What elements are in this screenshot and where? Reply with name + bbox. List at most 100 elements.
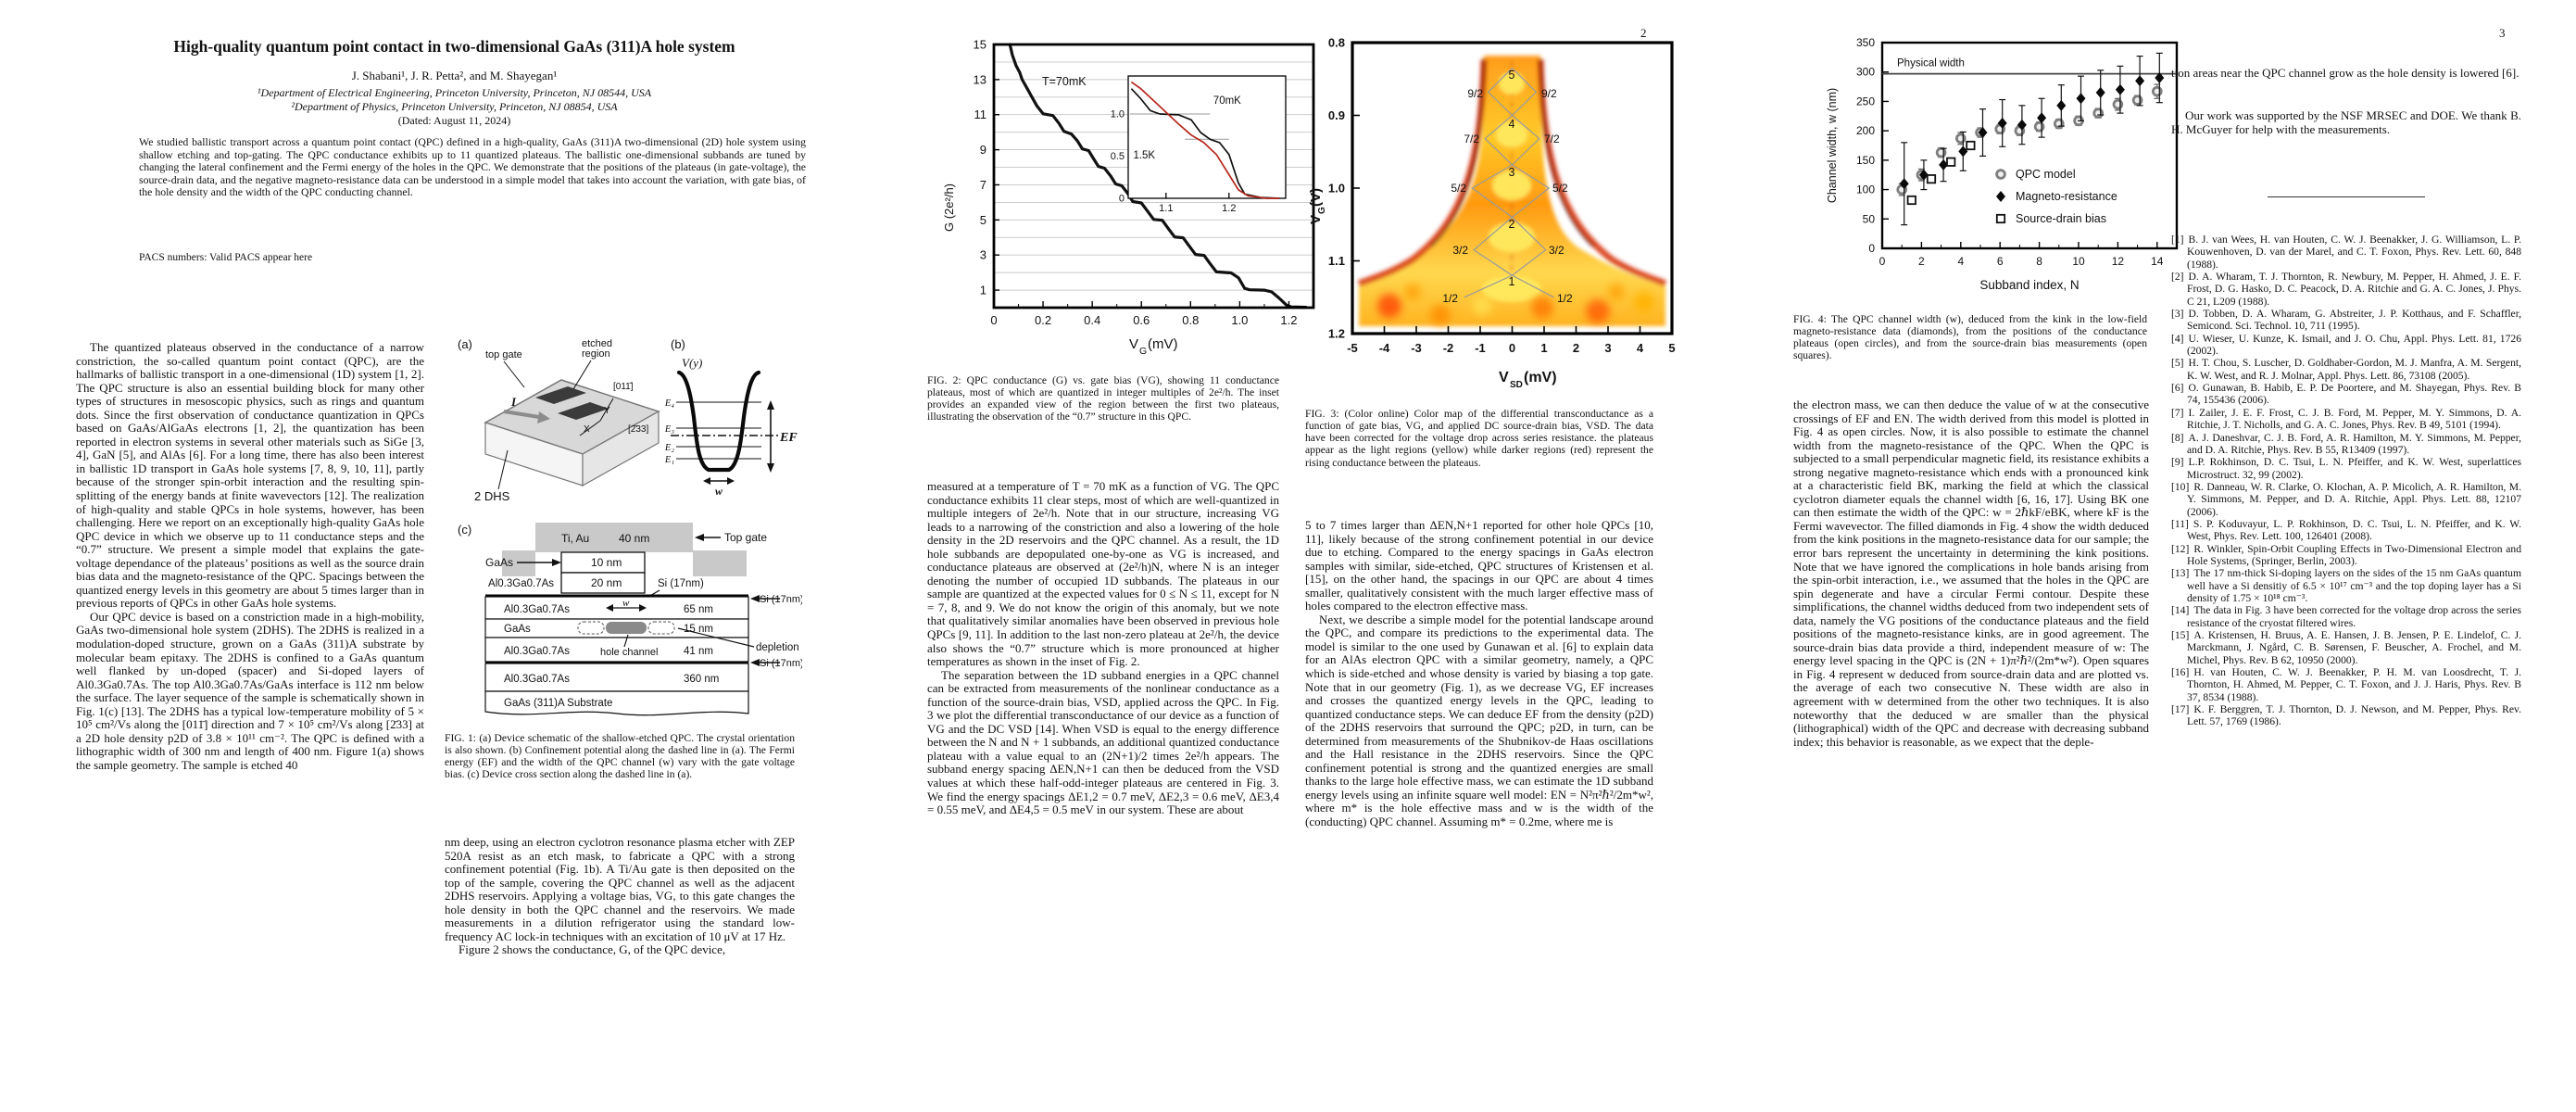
p1-column-1: The quantized plateaus observed in the c… bbox=[76, 341, 424, 1082]
fig4-y-tick-label: 300 bbox=[1856, 66, 1875, 79]
fig1-depletion-label: depletion bbox=[756, 642, 799, 653]
fig1-crystal-dir-2: [2̄33] bbox=[628, 424, 648, 435]
reference-item: [12] R. Winkler, Spin-Orbit Coupling Effe… bbox=[2171, 543, 2521, 568]
fig1-layer2-material: GaAs bbox=[504, 624, 531, 635]
fig3-x-label-main: V bbox=[1499, 370, 1509, 385]
fig3-half-label-92-right: 9/2 bbox=[1541, 87, 1557, 100]
p1c2-paragraph-2: Figure 2 shows the conductance, G, of th… bbox=[459, 942, 726, 957]
fig4-magneto-resistance-point bbox=[2056, 99, 2067, 111]
affiliation-1: ¹Department of Electrical Engineering, P… bbox=[257, 86, 652, 99]
page-3-number: 3 bbox=[2499, 26, 2506, 40]
fig1-ef-arrowhead-down bbox=[767, 463, 774, 473]
fig2-inset-label-15k: 1.5K bbox=[1133, 150, 1155, 161]
fig4-legend-label: Source-drain bias bbox=[2016, 212, 2106, 225]
fig1-metal-label: Ti, Au bbox=[561, 532, 589, 545]
p1-column-2: nm deep, using an electron cyclotron res… bbox=[445, 836, 795, 1045]
fig3-y-tick-label: 1.1 bbox=[1328, 254, 1345, 268]
reference-item: [10] R. Danneau, W. R. Clarke, O. Klochan… bbox=[2171, 481, 2521, 518]
fig2-y-tick-label: 15 bbox=[974, 38, 986, 52]
fig4-x-tick-label: 6 bbox=[1997, 255, 2004, 268]
reference-label: [9] bbox=[2171, 456, 2184, 469]
fig1-topgate-label: Top gate bbox=[724, 531, 767, 544]
reference-item: [2] D. A. Wharam, T. J. Thornton, R. Newb… bbox=[2171, 271, 2521, 308]
fig4-magneto-resistance-point bbox=[1958, 145, 1968, 158]
fig2-x-tick-label: 0 bbox=[990, 313, 997, 327]
fig3-half-label-32-right: 3/2 bbox=[1549, 244, 1564, 257]
fig1-cap-thickness: 10 nm bbox=[591, 556, 622, 569]
fig1-e2-label: E₂ bbox=[664, 443, 674, 453]
fig4-magneto-resistance-point bbox=[2017, 119, 2027, 131]
p2c1-paragraph-2: The separation between the 1D subband en… bbox=[927, 667, 1279, 817]
fig3-x-tick-label: -4 bbox=[1379, 341, 1390, 355]
reference-label: [7] bbox=[2171, 406, 2184, 419]
p3-column-1: the electron mass, we can then deduce th… bbox=[1793, 398, 2149, 1038]
fig1-layer-41nm bbox=[484, 637, 749, 663]
fig2-x-axis-label-unit: (mV) bbox=[1148, 336, 1178, 352]
fig1-topgate-wing-right bbox=[693, 550, 747, 576]
fig1-top-gate-leader bbox=[503, 360, 525, 388]
fig4-legend-label: QPC model bbox=[2016, 168, 2076, 181]
fig2-inset-curve-1.5K bbox=[1130, 81, 1280, 199]
fig4-y-tick-label: 0 bbox=[1868, 242, 1875, 255]
fig3-half-label-52-left: 5/2 bbox=[1451, 182, 1466, 195]
reference-item: [1] B. J. van Wees, H. van Houten, C. W. … bbox=[2171, 234, 2521, 271]
p3c2-acknowledgment: Our work was supported by the NSF MRSEC … bbox=[2171, 108, 2521, 136]
fig4-magneto-resistance-point bbox=[2037, 112, 2047, 124]
fig2-inset-x-tick-label: 1.2 bbox=[1222, 203, 1236, 214]
fig4-magneto-resistance-point bbox=[1899, 178, 1909, 190]
fig1-panel-c-label: (c) bbox=[458, 523, 471, 537]
fig4-x-tick-label: 10 bbox=[2072, 255, 2085, 268]
reference-item: [9] L.P. Rokhinson, D. C. Tsui, L. N. Pfe… bbox=[2171, 456, 2521, 481]
fig4-x-tick-label: 0 bbox=[1879, 255, 1886, 268]
fig4-y-tick-label: 50 bbox=[1863, 212, 1876, 225]
fig4-legend-circle-icon bbox=[1995, 169, 2006, 180]
fig2-x-tick-label: 1.2 bbox=[1280, 313, 1297, 327]
fig1-depletion-leader bbox=[677, 627, 755, 648]
fig2-inset-curve-70mK bbox=[1130, 88, 1280, 199]
fig1-w-label-c: w bbox=[622, 598, 630, 609]
fig1-cap-arrowhead bbox=[552, 559, 561, 566]
fig3-plateau-blob-5 bbox=[1499, 72, 1525, 95]
p1c1-paragraph-1: The quantized plateaus observed in the c… bbox=[76, 341, 424, 611]
reference-item: [7] I. Zailer, J. E. F. Frost, C. J. B. F… bbox=[2171, 407, 2521, 432]
fig4-magneto-resistance-point bbox=[1997, 117, 2007, 129]
fig1-hole-channel-region bbox=[606, 622, 647, 634]
figure-4-caption: FIG. 4: The QPC channel width (w), deduc… bbox=[1793, 313, 2147, 362]
fig4-x-axis-label: Subband index, N bbox=[1979, 278, 2079, 292]
fig1-y-axis-line bbox=[599, 398, 614, 422]
reference-item: [4] U. Wieser, U. Kunze, K. Ismail, and J… bbox=[2171, 333, 2521, 358]
fig3-diamond-lines-right bbox=[1511, 68, 1554, 298]
fig3-heatmap-art bbox=[1357, 56, 1667, 326]
fig1-current-arrowhead bbox=[537, 411, 550, 423]
fig1-current-label: I bbox=[510, 395, 517, 409]
fig1-w-arrowhead-c-r bbox=[639, 604, 647, 612]
p2c2-paragraph-1: 5 to 7 times larger than ΔEN,N+1 reporte… bbox=[1305, 519, 1653, 613]
fig1-si-bot-arrowhead bbox=[750, 659, 760, 666]
reference-text: D. A. Wharam, T. J. Thornton, R. Newbury… bbox=[2187, 271, 2521, 308]
fig3-plateau-label-4: 4 bbox=[1509, 118, 1515, 131]
p3c1-paragraph-1: the electron mass, we can then deduce th… bbox=[1793, 398, 2149, 749]
reference-text: The data in Fig. 3 have been corrected f… bbox=[2187, 604, 2521, 629]
fig1-substrate-label: GaAs (311)A Substrate bbox=[504, 698, 612, 709]
fig2-inset-y-tick-label: 0 bbox=[1119, 194, 1125, 205]
fig2-y-tick-label: 1 bbox=[980, 284, 986, 297]
fig1-w-arrowhead-l bbox=[703, 477, 710, 485]
fig1-layer1-material: Al0.3Ga0.7As bbox=[504, 604, 570, 615]
fig2-x-axis-label-main: V bbox=[1129, 336, 1138, 352]
reference-text: D. Tobben, D. A. Wharam, G. Abstreiter, … bbox=[2187, 308, 2521, 333]
p2c1-paragraph-1: measured at a temperature of T = 70 mK a… bbox=[927, 480, 1279, 669]
fig4-axes-frame bbox=[1880, 41, 2179, 250]
fig4-magneto-resistance-point bbox=[2095, 86, 2105, 98]
fig1-si-mid-arrowhead bbox=[750, 595, 760, 602]
reference-text: S. P. Koduvayur, L. P. Rokhinson, D. C. … bbox=[2187, 517, 2521, 543]
fig3-plateau-label-3: 3 bbox=[1509, 166, 1515, 179]
fig3-plateau-blob-2 bbox=[1489, 222, 1535, 252]
fig2-temperature-annotation: T=70mK bbox=[1042, 75, 1087, 88]
fig4-y-tick-label: 250 bbox=[1856, 95, 1875, 107]
reference-label: [10] bbox=[2171, 480, 2190, 493]
page-2: 2 1 3 5 7 9 11 13 15 0 0.2 0.4 0.6 0.8 1.0 1.2 T=70mK 1.… bbox=[912, 0, 1746, 1112]
fig1-vy-label: V(y) bbox=[682, 356, 702, 370]
fig2-axes-frame bbox=[992, 43, 1315, 310]
fig1-substrate bbox=[484, 690, 749, 716]
